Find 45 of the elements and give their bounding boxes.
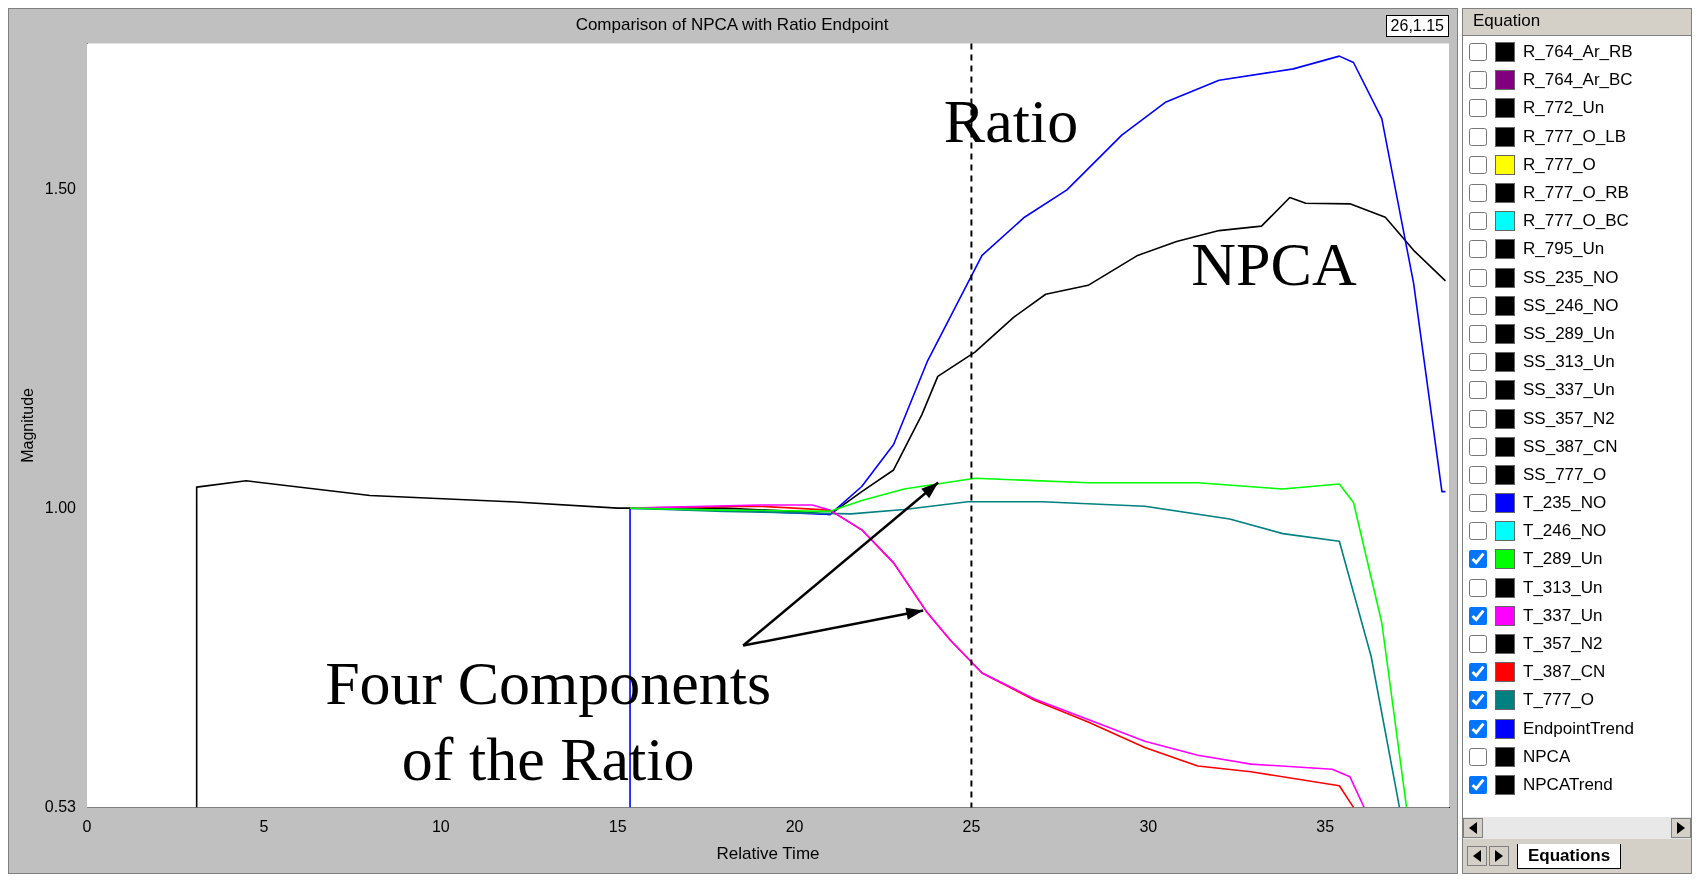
legend-label: NPCATrend — [1523, 774, 1613, 795]
legend-label: T_387_CN — [1523, 662, 1606, 683]
legend-label: T_289_Un — [1523, 549, 1603, 570]
x-tick-label: 25 — [962, 818, 981, 836]
x-tick-label: 5 — [259, 818, 269, 836]
legend-label: EndpointTrend — [1523, 718, 1634, 739]
x-tick-label: 0 — [82, 818, 92, 836]
legend-title: Equation — [1463, 9, 1691, 36]
text: 26,1.15 — [1385, 15, 1449, 37]
y-tick-label: 1.00 — [44, 498, 77, 516]
legend-label: R_795_Un — [1523, 239, 1605, 260]
annotation: NPCA — [1191, 229, 1357, 300]
annotation: Ratio — [943, 86, 1079, 157]
legend-label: NPCA — [1523, 746, 1571, 767]
x-tick-label: 35 — [1316, 818, 1335, 836]
legend-label: R_777_O — [1523, 154, 1596, 175]
legend-label: R_777_O_BC — [1523, 211, 1629, 232]
y-tick-label: 1.50 — [44, 180, 77, 198]
x-tick-label: 10 — [431, 818, 450, 836]
y-tick-label: 0.53 — [44, 797, 77, 815]
legend-label: T_246_NO — [1523, 521, 1607, 542]
legend-label: SS_313_Un — [1523, 352, 1615, 373]
x-tick-label: 30 — [1139, 818, 1158, 836]
legend-label: R_764_Ar_BC — [1523, 70, 1633, 91]
legend-label: T_313_Un — [1523, 577, 1603, 598]
legend-label: SS_235_NO — [1523, 267, 1619, 288]
legend-label: T_777_O — [1523, 690, 1594, 711]
legend-label: R_764_Ar_RB — [1523, 42, 1633, 63]
legend-label: R_772_Un — [1523, 98, 1605, 119]
x-tick-label: 15 — [608, 818, 627, 836]
legend-label: R_777_O_RB — [1523, 183, 1629, 204]
legend-label: SS_387_CN — [1523, 436, 1618, 457]
legend-label: SS_777_O — [1523, 464, 1607, 485]
x-tick-label: 20 — [785, 818, 804, 836]
legend-label: T_337_Un — [1523, 605, 1603, 626]
legend-label: SS_246_NO — [1523, 295, 1619, 316]
legend-label: T_357_N2 — [1523, 634, 1603, 655]
legend-label: SS_357_N2 — [1523, 408, 1615, 429]
legend-label: SS_289_Un — [1523, 323, 1615, 344]
legend-label: T_235_NO — [1523, 493, 1607, 514]
y-axis-title: Magnitude — [19, 387, 37, 463]
legend-label: SS_337_Un — [1523, 380, 1615, 401]
legend-label: R_777_O_LB — [1523, 126, 1627, 147]
x-axis-title: Relative Time — [716, 844, 820, 864]
chart-title: Comparison of NPCA with Ratio Endpoint — [575, 14, 889, 34]
